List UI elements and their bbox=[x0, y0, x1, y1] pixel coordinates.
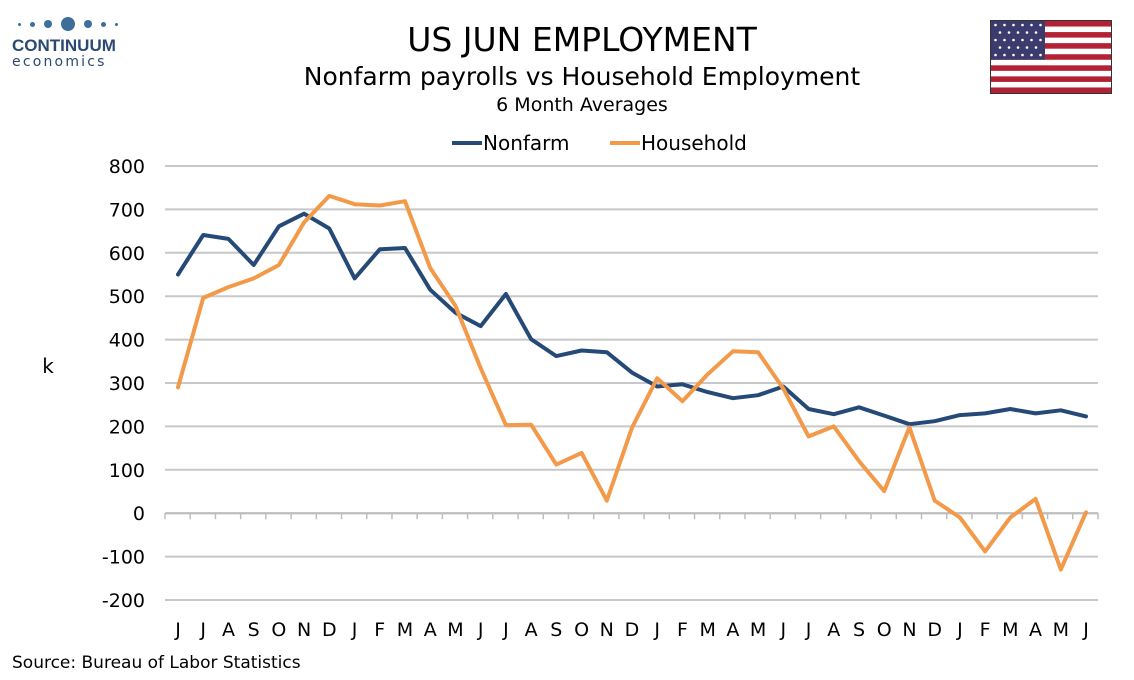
series-line-household bbox=[176, 193, 1088, 572]
y-tick-label: 0 bbox=[133, 503, 145, 525]
x-tick-label: S bbox=[853, 619, 865, 641]
x-tick-label: N bbox=[600, 619, 614, 641]
x-tick-label: A bbox=[424, 619, 437, 641]
x-tick-label: J bbox=[351, 619, 358, 641]
y-tick-label: 500 bbox=[109, 286, 145, 308]
series-line-nonfarm bbox=[176, 211, 1088, 427]
y-tick-label: 400 bbox=[109, 330, 145, 352]
y-tick-label: 800 bbox=[109, 156, 145, 178]
x-tick-label: O bbox=[877, 619, 892, 641]
source-note: Source: Bureau of Labor Statistics bbox=[12, 653, 301, 673]
logo-dots-icon bbox=[12, 14, 142, 34]
us-flag-icon bbox=[990, 20, 1112, 94]
legend-label-household: Household bbox=[641, 131, 747, 155]
continuum-logo: CONTINUUM economics bbox=[12, 14, 142, 78]
x-tick-label: J bbox=[805, 619, 812, 641]
x-tick-label: M bbox=[1053, 619, 1069, 641]
legend-label-nonfarm: Nonfarm bbox=[483, 131, 570, 155]
y-tick-label: -200 bbox=[102, 590, 145, 612]
x-tick-label: M bbox=[1002, 619, 1018, 641]
x-tick-label: D bbox=[322, 619, 337, 641]
x-tick-label: O bbox=[271, 619, 286, 641]
x-tick-label: A bbox=[222, 619, 235, 641]
x-tick-label: J bbox=[502, 619, 509, 641]
y-tick-label: 300 bbox=[109, 373, 145, 395]
chart-title: US JUN EMPLOYMENT bbox=[407, 20, 757, 59]
x-tick-label: J bbox=[174, 619, 181, 641]
x-tick-label: F bbox=[980, 619, 991, 641]
x-tick-label: S bbox=[248, 619, 260, 641]
x-tick-label: J bbox=[199, 619, 206, 641]
chart-subtitle: Nonfarm payrolls vs Household Employment bbox=[303, 62, 861, 91]
x-tick-label: M bbox=[699, 619, 715, 641]
y-axis-label: k bbox=[42, 354, 54, 378]
x-tick-label: A bbox=[525, 619, 538, 641]
x-tick-label: S bbox=[550, 619, 562, 641]
x-tick-label: F bbox=[374, 619, 385, 641]
y-tick-label: 700 bbox=[109, 199, 145, 221]
x-tick-label: N bbox=[297, 619, 311, 641]
x-tick-label: J bbox=[780, 619, 787, 641]
x-tick-label: D bbox=[625, 619, 640, 641]
x-tick-label: F bbox=[677, 619, 688, 641]
x-tick-label: A bbox=[1029, 619, 1042, 641]
chart-subtitle-secondary: 6 Month Averages bbox=[496, 94, 668, 116]
logo-line2: economics bbox=[12, 54, 107, 70]
x-tick-label: O bbox=[574, 619, 589, 641]
y-tick-label: 200 bbox=[109, 416, 145, 438]
x-tick-label: D bbox=[927, 619, 942, 641]
logo-line1: CONTINUUM bbox=[12, 36, 116, 55]
x-tick-label: M bbox=[750, 619, 766, 641]
x-tick-label: M bbox=[447, 619, 463, 641]
x-tick-label: J bbox=[653, 619, 660, 641]
x-tick-label: A bbox=[827, 619, 840, 641]
y-tick-label: 600 bbox=[109, 243, 145, 265]
x-tick-label: N bbox=[902, 619, 916, 641]
y-tick-label: 100 bbox=[109, 460, 145, 482]
x-tick-label: J bbox=[477, 619, 484, 641]
x-tick-label: A bbox=[726, 619, 739, 641]
y-tick-label: -100 bbox=[102, 547, 145, 569]
x-tick-label: J bbox=[1082, 619, 1089, 641]
x-tick-label: J bbox=[956, 619, 963, 641]
x-tick-label: M bbox=[397, 619, 413, 641]
